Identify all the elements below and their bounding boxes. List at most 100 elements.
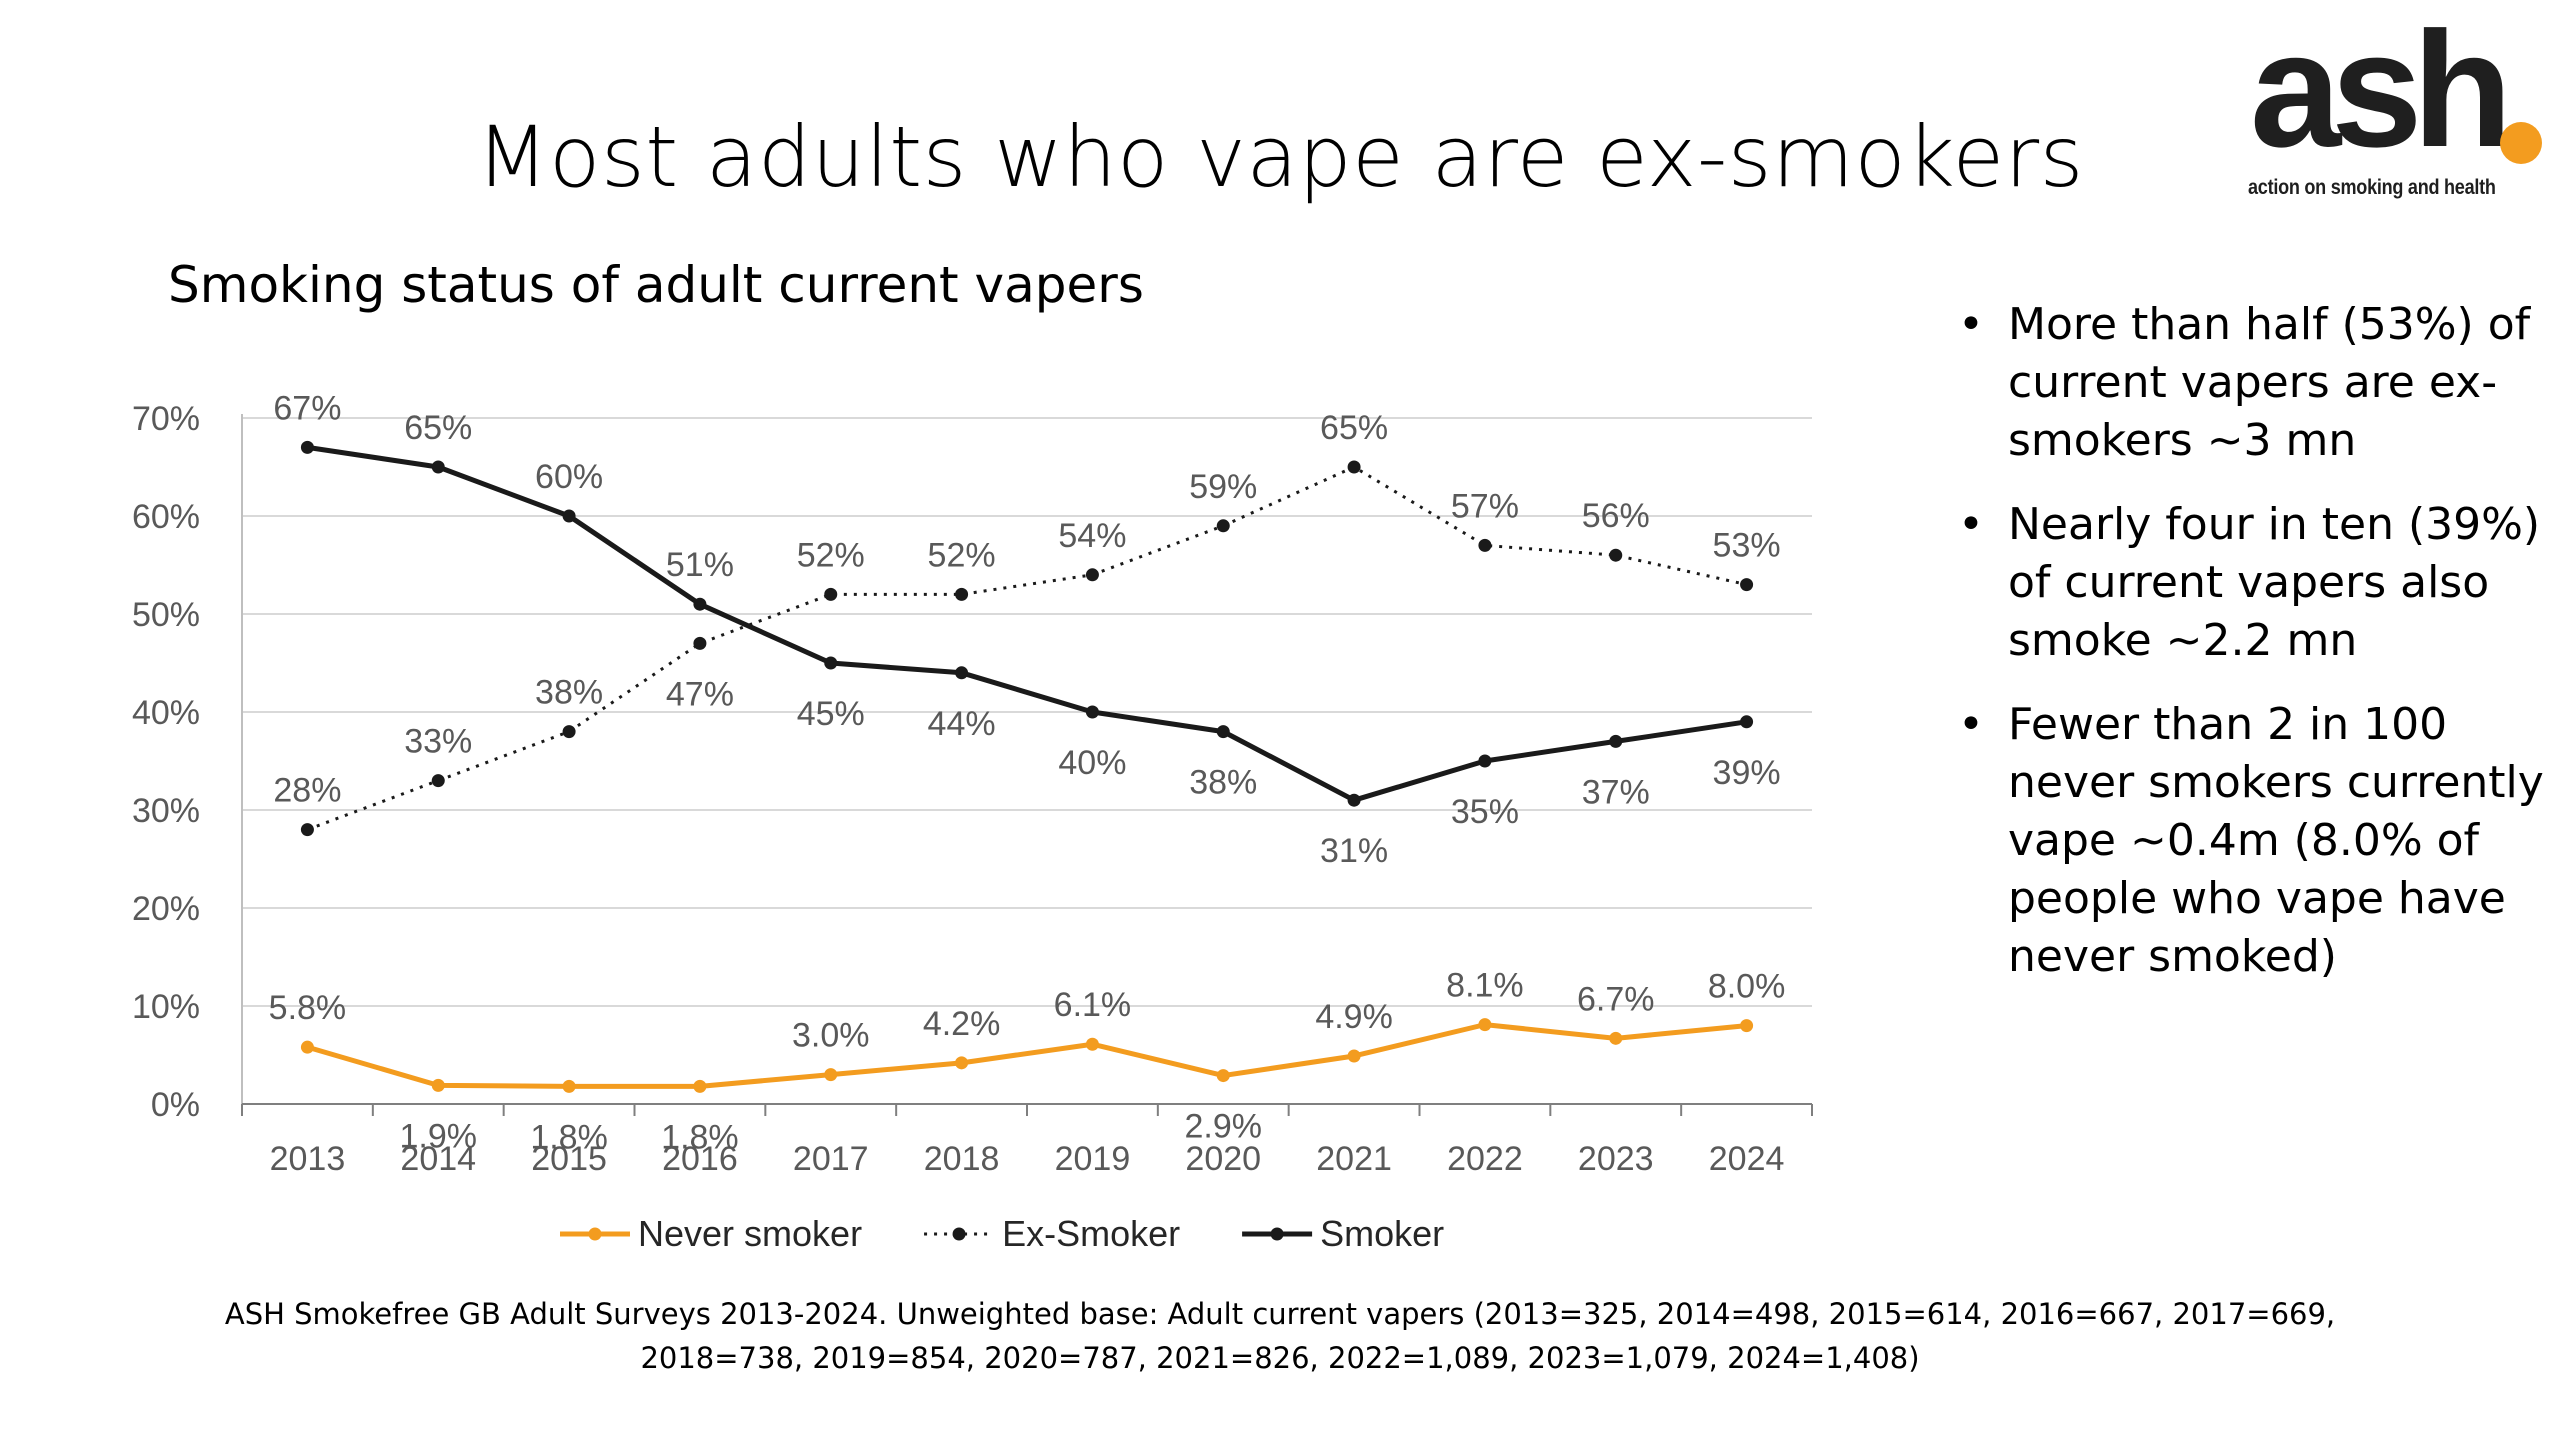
data-point-smoker [824,656,838,670]
data-label-ex-smoker: 57% [1451,487,1519,525]
source-note: ASH Smokefree GB Adult Surveys 2013-2024… [120,1292,2440,1380]
data-point-smoker [300,440,314,454]
data-point-never-smoker [693,1079,707,1093]
slide-title: Most adults who vape are ex-smokers [476,108,2084,206]
data-point-ex-smoker [1347,460,1361,474]
data-label-smoker: 40% [1058,744,1126,782]
data-label-never-smoker: 2.9% [1185,1108,1263,1146]
x-tick-label: 2013 [270,1140,346,1178]
data-label-ex-smoker: 52% [797,536,865,574]
data-label-ex-smoker: 47% [666,675,734,713]
data-point-never-smoker [824,1068,838,1082]
x-tick-label: 2017 [793,1140,869,1178]
x-tick-label: 2023 [1578,1140,1654,1178]
series-line-smoker [307,444,1747,803]
x-tick-label: 2019 [1055,1140,1131,1178]
data-label-smoker: 38% [1189,764,1257,802]
x-tick-label: 2020 [1185,1140,1261,1178]
data-point-ex-smoker [431,774,445,788]
legend-label-ex-smoker: Ex-Smoker [1002,1213,1180,1254]
data-point-smoker [1609,734,1623,748]
data-label-smoker: 44% [928,705,996,743]
data-label-never-smoker: 1.8% [661,1118,739,1156]
x-tick-label: 2016 [662,1140,738,1178]
data-point-never-smoker [1085,1037,1099,1051]
data-point-smoker [1740,715,1754,729]
data-point-smoker [1347,793,1361,807]
data-label-never-smoker: 8.1% [1446,967,1524,1005]
data-point-never-smoker [1347,1049,1361,1063]
y-tick-label: 60% [132,498,200,536]
bullet-ex-smokers: More than half (53%) of current vapers a… [1948,296,2548,470]
logo-word: ash [2250,0,2513,181]
x-tick-label: 2024 [1709,1140,1785,1178]
ash-logo: ash action on smoking and health [2232,8,2552,206]
x-tick-label: 2018 [924,1140,1000,1178]
data-point-ex-smoker [1609,548,1623,562]
data-point-smoker [693,597,707,611]
data-label-smoker: 67% [273,389,341,427]
data-label-ex-smoker: 59% [1189,468,1257,506]
data-point-smoker [1216,725,1230,739]
data-label-ex-smoker: 56% [1582,497,1650,535]
data-label-smoker: 45% [797,695,865,733]
data-label-smoker: 37% [1582,773,1650,811]
legend-marker-ex-smoker [952,1227,966,1241]
y-tick-label: 50% [132,596,200,634]
x-tick-label: 2015 [531,1140,607,1178]
data-point-ex-smoker [1216,519,1230,533]
data-point-smoker [1085,705,1099,719]
data-label-never-smoker: 8.0% [1708,968,1786,1006]
data-point-ex-smoker [693,636,707,650]
data-point-ex-smoker [955,587,969,601]
data-point-smoker [431,460,445,474]
data-point-ex-smoker [824,587,838,601]
data-label-ex-smoker: 33% [404,723,472,761]
data-label-never-smoker: 4.9% [1315,998,1393,1036]
y-tick-label: 0% [151,1086,200,1124]
data-point-never-smoker [1478,1018,1492,1032]
data-label-smoker: 51% [666,546,734,584]
bullet-never-smokers: Fewer than 2 in 100 never smokers curren… [1948,696,2548,986]
data-point-never-smoker [1609,1031,1623,1045]
y-tick-label: 70% [132,400,200,438]
data-point-smoker [1478,754,1492,768]
data-point-never-smoker [1216,1069,1230,1083]
legend-marker-never-smoker [588,1227,602,1241]
y-tick-label: 20% [132,890,200,928]
y-tick-label: 10% [132,988,200,1026]
data-label-smoker: 39% [1713,754,1781,792]
y-tick-label: 30% [132,792,200,830]
legend-marker-smoker [1270,1227,1284,1241]
data-point-never-smoker [955,1056,969,1070]
data-label-ex-smoker: 38% [535,674,603,712]
data-point-never-smoker [1740,1019,1754,1033]
data-label-ex-smoker: 52% [928,536,996,574]
data-label-never-smoker: 5.8% [269,989,347,1027]
data-point-ex-smoker [562,725,576,739]
x-tick-label: 2014 [400,1140,476,1178]
data-label-never-smoker: 6.7% [1577,980,1655,1018]
source-line-1: ASH Smokefree GB Adult Surveys 2013-2024… [224,1297,2336,1331]
series-line-never-smoker [306,1022,1747,1089]
data-point-smoker [955,666,969,680]
data-label-ex-smoker: 53% [1713,527,1781,565]
logo-tagline: action on smoking and health [2248,176,2496,199]
key-findings-list: More than half (53%) of current vapers a… [1948,296,2548,1012]
data-label-smoker: 60% [535,458,603,496]
legend-label-smoker: Smoker [1320,1213,1444,1254]
data-point-never-smoker [431,1078,445,1092]
data-point-never-smoker [562,1079,576,1093]
chart-title: Smoking status of adult current vapers [168,256,1144,314]
data-point-smoker [562,509,576,523]
data-point-ex-smoker [1478,538,1492,552]
data-point-ex-smoker [1740,578,1754,592]
bullet-smokers: Nearly four in ten (39%) of current vape… [1948,496,2548,670]
data-label-ex-smoker: 65% [1320,409,1388,447]
data-label-ex-smoker: 28% [273,772,341,810]
data-point-ex-smoker [300,823,314,837]
legend-label-never-smoker: Never smoker [638,1213,862,1254]
series-line-ex-smoker [306,465,1747,832]
y-tick-label: 40% [132,694,200,732]
